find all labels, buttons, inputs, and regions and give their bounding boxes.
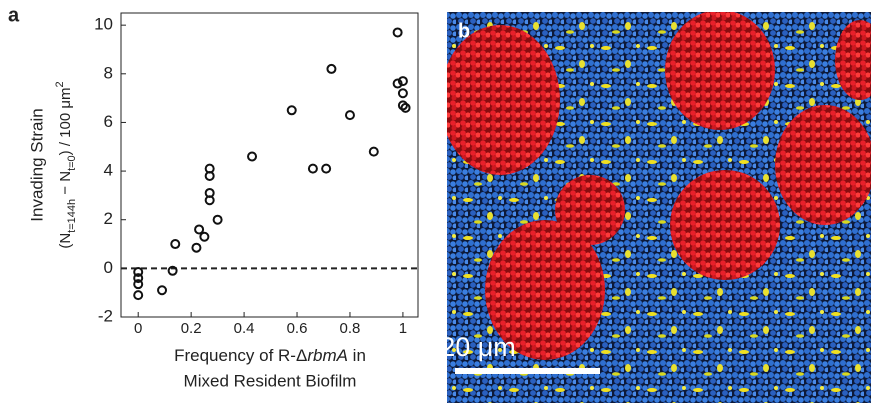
y-axis-formula: (Nt=144h − Nt=0) / 100 μm2 (54, 81, 78, 248)
y-tick-label: 8 (104, 63, 113, 82)
label-part: Frequency of R-Δ (174, 346, 307, 365)
micrograph (447, 12, 871, 403)
label-part: (N (57, 233, 74, 249)
x-tick-label: 0.6 (287, 320, 308, 337)
point (326, 63, 337, 74)
x-axis-title: Mixed Resident Biofilm (184, 371, 357, 390)
point (194, 224, 205, 235)
point (133, 290, 144, 301)
panel-label: a (8, 4, 20, 26)
y-tick-label: 4 (104, 161, 113, 180)
x-tick-label: 0.4 (234, 320, 255, 337)
point (392, 27, 403, 38)
panel-label: b (458, 20, 470, 42)
point (392, 78, 403, 89)
y-tick-label: 2 (104, 209, 113, 228)
point (204, 195, 215, 206)
label-part: − N (57, 171, 74, 199)
label-part: rbmA (307, 346, 348, 365)
label-part: in (348, 346, 366, 365)
point (212, 214, 223, 225)
plot-frame (120, 12, 419, 318)
point (247, 151, 258, 162)
x-tick-label: 0.2 (181, 320, 202, 337)
point (286, 105, 297, 116)
y-tick-label: 10 (94, 15, 113, 34)
scale-bar-label: 20 μm (440, 332, 516, 362)
y-tick-label: 6 (104, 112, 113, 131)
point (191, 242, 202, 253)
label-part: t=144h (66, 199, 78, 233)
point (133, 279, 144, 290)
point (170, 239, 181, 250)
point (307, 163, 318, 174)
point (368, 146, 379, 157)
point (397, 100, 408, 111)
point (397, 76, 408, 87)
point (167, 265, 178, 276)
point (344, 110, 355, 121)
point (157, 285, 168, 296)
x-tick-label: 0 (134, 320, 142, 337)
x-tick-label: 1 (399, 320, 407, 337)
point (199, 231, 210, 242)
point (133, 273, 144, 284)
x-axis-title: Frequency of R-ΔrbmA in (174, 346, 366, 365)
point (204, 170, 215, 181)
y-tick-label: 0 (104, 258, 113, 277)
y-tick-label: -2 (98, 306, 113, 325)
point (397, 88, 408, 99)
point (400, 102, 411, 113)
y-axis-title: Invading Strain (27, 108, 46, 221)
label-part: t=0 (66, 155, 78, 171)
x-tick-label: 0.8 (340, 320, 361, 337)
label-part: 2 (54, 81, 66, 87)
point (321, 163, 332, 174)
label-part: ) / 100 μm (57, 87, 74, 155)
point (133, 267, 144, 278)
